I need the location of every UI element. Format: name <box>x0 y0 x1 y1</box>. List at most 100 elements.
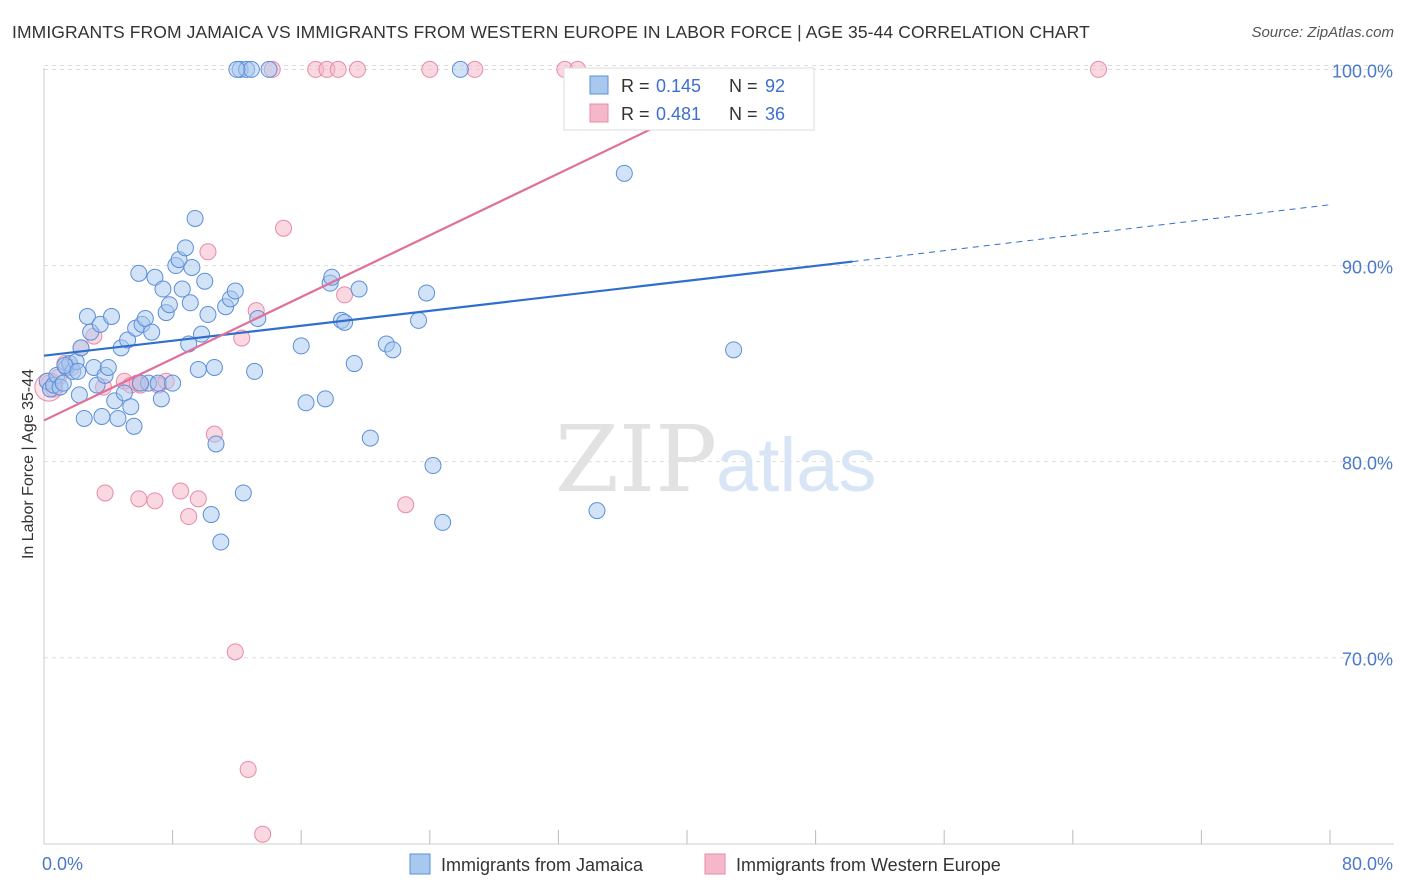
series-legend-swatch-western-europe <box>704 853 726 875</box>
stats-legend: R = 0.145 N = 92 R = 0.481 N = 36 <box>563 67 815 131</box>
point-jamaica <box>75 409 93 427</box>
point-western-europe <box>189 490 207 508</box>
point-western-europe <box>146 492 164 510</box>
point-jamaica <box>228 60 246 78</box>
point-jamaica <box>103 307 121 325</box>
point-jamaica <box>292 337 310 355</box>
point-jamaica <box>130 264 148 282</box>
point-jamaica <box>361 429 379 447</box>
legend-n-label-jamaica: N = <box>729 76 758 96</box>
point-jamaica <box>160 296 178 314</box>
series-legend-label-western-europe: Immigrants from Western Europe <box>736 855 1001 875</box>
point-jamaica <box>451 60 469 78</box>
point-jamaica <box>119 331 137 349</box>
point-jamaica <box>193 325 211 343</box>
legend-swatch-jamaica <box>589 75 609 95</box>
point-jamaica <box>72 339 90 357</box>
point-jamaica <box>246 362 264 380</box>
point-jamaica <box>199 306 217 324</box>
point-jamaica <box>345 355 363 373</box>
legend-n-value-jamaica: 92 <box>765 76 785 96</box>
legend-n-value-western-europe: 36 <box>765 104 785 124</box>
point-jamaica <box>164 374 182 392</box>
y-tick-label: 80.0% <box>1342 454 1393 474</box>
legend-r-value-western-europe: 0.481 <box>656 104 701 124</box>
y-axis-label: In Labor Force | Age 35-44 <box>20 369 37 559</box>
x-ticks <box>172 830 1331 844</box>
point-jamaica <box>146 268 164 286</box>
point-jamaica <box>615 164 633 182</box>
legend-r-value-jamaica: 0.145 <box>656 76 701 96</box>
point-jamaica <box>173 280 191 298</box>
point-jamaica <box>93 408 111 426</box>
point-jamaica <box>122 398 140 416</box>
legend-r-label-jamaica: R = <box>621 76 650 96</box>
legend-swatch-western-europe <box>589 103 609 123</box>
watermark-atlas: atlas <box>716 423 877 508</box>
point-western-europe <box>275 219 293 237</box>
x-tick-label-max: 80.0% <box>1342 854 1393 874</box>
point-western-europe <box>254 825 272 843</box>
point-jamaica <box>109 409 127 427</box>
y-tick-label: 100.0% <box>1332 61 1393 81</box>
point-western-europe <box>348 60 366 78</box>
point-western-europe <box>130 490 148 508</box>
point-jamaica <box>202 506 220 524</box>
point-jamaica <box>196 272 214 290</box>
point-western-europe <box>172 482 190 500</box>
point-jamaica <box>418 284 436 302</box>
point-jamaica <box>434 513 452 531</box>
axes <box>43 68 1394 845</box>
point-jamaica <box>234 484 252 502</box>
point-jamaica <box>205 358 223 376</box>
point-jamaica <box>143 323 161 341</box>
gridlines <box>44 64 1394 659</box>
point-western-europe <box>329 60 347 78</box>
point-jamaica <box>242 60 260 78</box>
point-jamaica <box>125 417 143 435</box>
watermark-zip: ZIP <box>555 406 717 513</box>
point-jamaica <box>316 390 334 408</box>
point-jamaica <box>115 384 133 402</box>
point-western-europe <box>466 60 484 78</box>
point-western-europe <box>1090 60 1108 78</box>
point-jamaica <box>186 209 204 227</box>
point-jamaica <box>181 294 199 312</box>
point-western-europe <box>180 508 198 526</box>
point-jamaica <box>176 239 194 257</box>
series-legend-label-jamaica: Immigrants from Jamaica <box>441 855 644 875</box>
point-western-europe <box>421 60 439 78</box>
point-western-europe <box>226 643 244 661</box>
point-jamaica <box>297 394 315 412</box>
chart-title: IMMIGRANTS FROM JAMAICA VS IMMIGRANTS FR… <box>12 22 1090 42</box>
point-jamaica <box>725 341 743 359</box>
point-jamaica <box>226 282 244 300</box>
legend-r-label-western-europe: R = <box>621 104 650 124</box>
series-legend-swatch-jamaica <box>409 853 431 875</box>
y-tick-label: 90.0% <box>1342 258 1393 278</box>
point-western-europe <box>199 243 217 261</box>
chart-source: Source: ZipAtlas.com <box>1251 24 1394 41</box>
point-jamaica <box>410 311 428 329</box>
point-jamaica <box>588 502 606 520</box>
y-tick-label: 70.0% <box>1342 650 1393 670</box>
point-jamaica <box>136 309 154 327</box>
point-jamaica <box>424 457 442 475</box>
point-jamaica <box>69 362 87 380</box>
point-jamaica <box>260 60 278 78</box>
point-jamaica <box>149 374 167 392</box>
point-jamaica <box>154 280 172 298</box>
point-jamaica <box>384 341 402 359</box>
series-jamaica-points <box>38 60 743 551</box>
x-tick-label-min: 0.0% <box>42 854 83 874</box>
point-western-europe <box>239 760 257 778</box>
trend-line-jamaica-extension <box>852 204 1331 263</box>
legend-n-label-western-europe: N = <box>729 104 758 124</box>
point-jamaica <box>152 390 170 408</box>
point-jamaica <box>99 358 117 376</box>
point-jamaica <box>183 258 201 276</box>
point-jamaica <box>350 280 368 298</box>
point-jamaica <box>189 360 207 378</box>
trend-line-jamaica <box>43 260 853 357</box>
